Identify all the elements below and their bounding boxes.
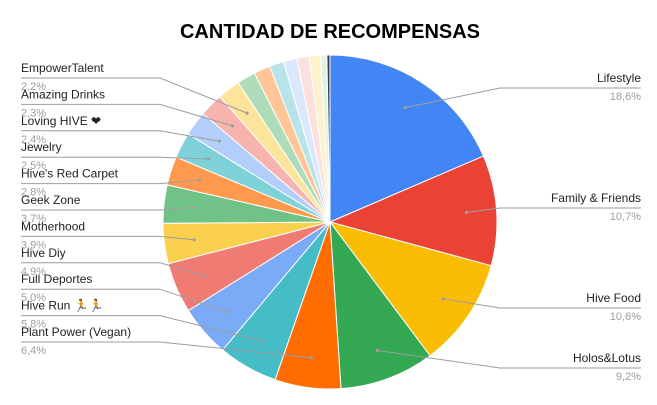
label-value-hive-diy: 4,9% (21, 266, 46, 278)
label-name-hive-food: Hive Food (586, 291, 641, 305)
label-name-plant-power-vegan: Plant Power (Vegan) (21, 325, 131, 339)
label-name-hive-s-red-carpet: Hive's Red Carpet (21, 167, 119, 181)
leader-lines (21, 77, 641, 369)
leader-line-hive-diy (21, 262, 205, 277)
label-value-full-deportes: 5,0% (21, 292, 46, 304)
label-value-amazing-drinks: 2,3% (21, 107, 46, 119)
slice-other-7 (326, 54, 331, 223)
leader-line-hive-s-red-carpet (21, 179, 200, 185)
slice-lifestyle (329, 54, 485, 223)
label-value-motherhood: 3,9% (21, 239, 46, 251)
label-name-geek-zone: Geek Zone (21, 193, 81, 207)
pie-slices (162, 54, 498, 390)
slice-family-friends (328, 155, 498, 267)
label-value-plant-power-vegan: 6,4% (21, 345, 46, 357)
label-name-full-deportes: Full Deportes (21, 272, 92, 286)
label-value-family-friends: 10,7% (610, 211, 641, 223)
label-value-hive-s-red-carpet: 2,8% (21, 187, 46, 199)
slice-holos-lotus (329, 220, 431, 390)
leader-line-hive-food (443, 298, 641, 309)
leader-line-loving-hive (21, 130, 220, 142)
leader-line-plant-power-vegan (21, 341, 312, 359)
label-name-jewelry: Jewelry (21, 140, 62, 154)
leader-line-holos-lotus (377, 350, 641, 369)
leader-line-geek-zone (21, 206, 194, 211)
leader-line-hive-run (21, 315, 263, 342)
label-value-geek-zone: 3,7% (21, 213, 46, 225)
leader-line-jewelry (21, 156, 209, 160)
label-name-motherhood: Motherhood (21, 219, 85, 233)
slice-hive-food (328, 221, 492, 357)
label-value-jewelry: 2,5% (21, 160, 46, 172)
leader-dot-geek-zone (192, 205, 196, 209)
label-value-empowertalent: 2,2% (21, 81, 46, 93)
label-value-hive-run: 5,8% (21, 319, 46, 331)
label-name-lifestyle: Lifestyle (597, 71, 641, 85)
label-name-hive-diy: Hive Diy (21, 246, 66, 260)
slice-labels: Lifestyle 18,6% Family & Friends 10,7% Hive … (21, 61, 641, 383)
label-name-hive-run: Hive Run 🏃🏃 (21, 299, 104, 313)
label-name-empowertalent: EmpowerTalent (21, 61, 104, 75)
leader-line-motherhood (21, 235, 195, 241)
leader-line-family-friends (466, 207, 641, 213)
label-value-lifestyle: 18,6% (610, 91, 641, 103)
leader-line-amazing-drinks (21, 103, 233, 127)
leader-line-full-deportes (21, 288, 227, 313)
label-name-family-friends: Family & Friends (551, 191, 641, 205)
label-name-holos-lotus: Holos&Lotus (573, 351, 641, 365)
label-name-loving-hive: Loving HIVE ❤ (21, 114, 101, 128)
label-name-amazing-drinks: Amazing Drinks (21, 87, 105, 101)
chart-title: CANTIDAD DE RECOMPENSAS (180, 21, 480, 43)
label-value-holos-lotus: 9,2% (616, 371, 641, 383)
label-value-loving-hive: 2,4% (21, 134, 46, 146)
leader-line-lifestyle (405, 87, 641, 109)
label-value-hive-food: 10,6% (610, 311, 641, 323)
leader-line-empowertalent (21, 77, 248, 114)
